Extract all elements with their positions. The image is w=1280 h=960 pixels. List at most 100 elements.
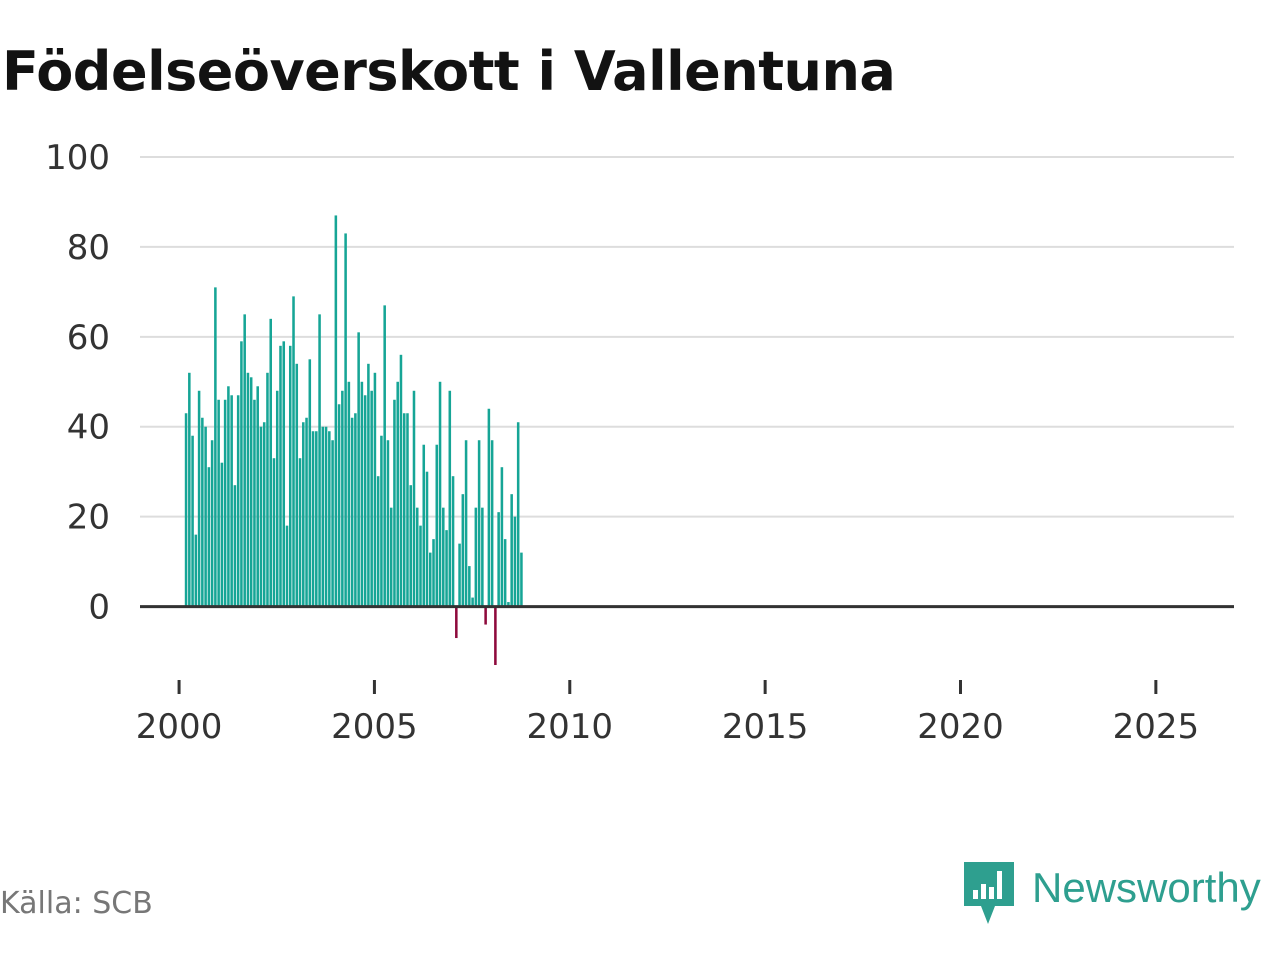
bar (311, 431, 315, 607)
bar (324, 426, 328, 607)
bar (295, 363, 299, 607)
bar (425, 471, 429, 607)
bar (223, 399, 227, 607)
bar (468, 566, 471, 607)
bar (406, 413, 409, 607)
bar (409, 485, 412, 607)
bar (357, 332, 360, 607)
bar (494, 606, 497, 666)
bar (415, 507, 419, 607)
bar (217, 399, 220, 607)
bar (396, 381, 399, 607)
bar (474, 507, 478, 607)
bar (188, 372, 191, 607)
bar (230, 395, 233, 607)
x-tick-label: 2025 (1113, 707, 1200, 747)
x-tick-label: 2015 (722, 707, 809, 747)
bar (262, 422, 266, 607)
x-tick-label: 2005 (331, 707, 418, 747)
bar (419, 525, 422, 607)
newsworthy-brand[interactable]: Newsworthy (964, 862, 1261, 928)
newsworthy-logo-icon (964, 862, 1014, 930)
y-tick-label: 80 (67, 228, 110, 268)
bar (497, 512, 500, 607)
x-axis: 2000 2005 2010 2015 2020 2025 (136, 680, 1199, 747)
bar (194, 534, 198, 607)
bar (288, 345, 292, 607)
bar (341, 390, 344, 607)
bar (279, 345, 282, 607)
bar (344, 233, 347, 607)
bar (510, 494, 513, 607)
bar (429, 552, 432, 607)
bar (318, 314, 321, 607)
bar (214, 287, 217, 607)
bar (399, 354, 403, 607)
bar (487, 408, 491, 607)
x-tick-label: 2000 (136, 707, 223, 747)
bar (389, 507, 393, 607)
bar (197, 390, 201, 607)
bar (367, 363, 370, 607)
bar (201, 417, 204, 607)
bar (302, 422, 305, 607)
y-tick-label: 0 (88, 588, 110, 628)
chart-title: Födelseöverskott i Vallentuna (2, 40, 896, 103)
bar (422, 444, 426, 607)
bar (481, 507, 484, 607)
bar (350, 417, 354, 607)
bar (490, 440, 494, 607)
bar (471, 597, 474, 607)
bar (380, 435, 383, 607)
bar (503, 539, 507, 607)
bar (347, 381, 351, 607)
bar (484, 606, 487, 625)
bar (360, 381, 364, 607)
bar (243, 314, 246, 607)
bar (207, 467, 211, 607)
bar (308, 359, 312, 607)
bar (269, 318, 272, 607)
bar (438, 381, 442, 607)
bar (253, 399, 256, 607)
x-tick-label: 2020 (917, 707, 1004, 747)
y-tick-label: 60 (67, 318, 110, 358)
bar (282, 341, 286, 607)
bar (363, 395, 367, 607)
bar (445, 530, 448, 607)
y-axis: 0 20 40 60 80 100 (45, 138, 110, 628)
brand-name: Newsworthy (1032, 864, 1261, 911)
bar (236, 395, 240, 607)
bar (220, 462, 224, 607)
bar (334, 215, 338, 607)
bars (184, 215, 523, 666)
bar (227, 386, 230, 607)
bar (516, 422, 520, 607)
bar (233, 485, 237, 607)
y-tick-label: 40 (67, 408, 110, 448)
bar (432, 539, 435, 607)
bar (298, 458, 302, 607)
bar (442, 507, 445, 607)
bar (402, 413, 406, 607)
bar (354, 413, 357, 607)
y-tick-label: 100 (45, 138, 110, 178)
y-tick-label: 20 (67, 498, 110, 538)
bar (240, 341, 243, 607)
bar (386, 440, 390, 607)
bar (393, 399, 396, 607)
bar (370, 390, 373, 607)
bar (249, 377, 253, 607)
bar (292, 296, 295, 607)
bar (328, 431, 331, 607)
bar (507, 602, 510, 607)
bar (412, 390, 416, 607)
bar (435, 444, 439, 607)
bar (461, 494, 465, 607)
bar (184, 413, 188, 607)
bar (259, 426, 263, 607)
x-tick-label: 2010 (527, 707, 614, 747)
bar (321, 426, 325, 607)
bar (210, 440, 214, 607)
bar (458, 543, 461, 607)
